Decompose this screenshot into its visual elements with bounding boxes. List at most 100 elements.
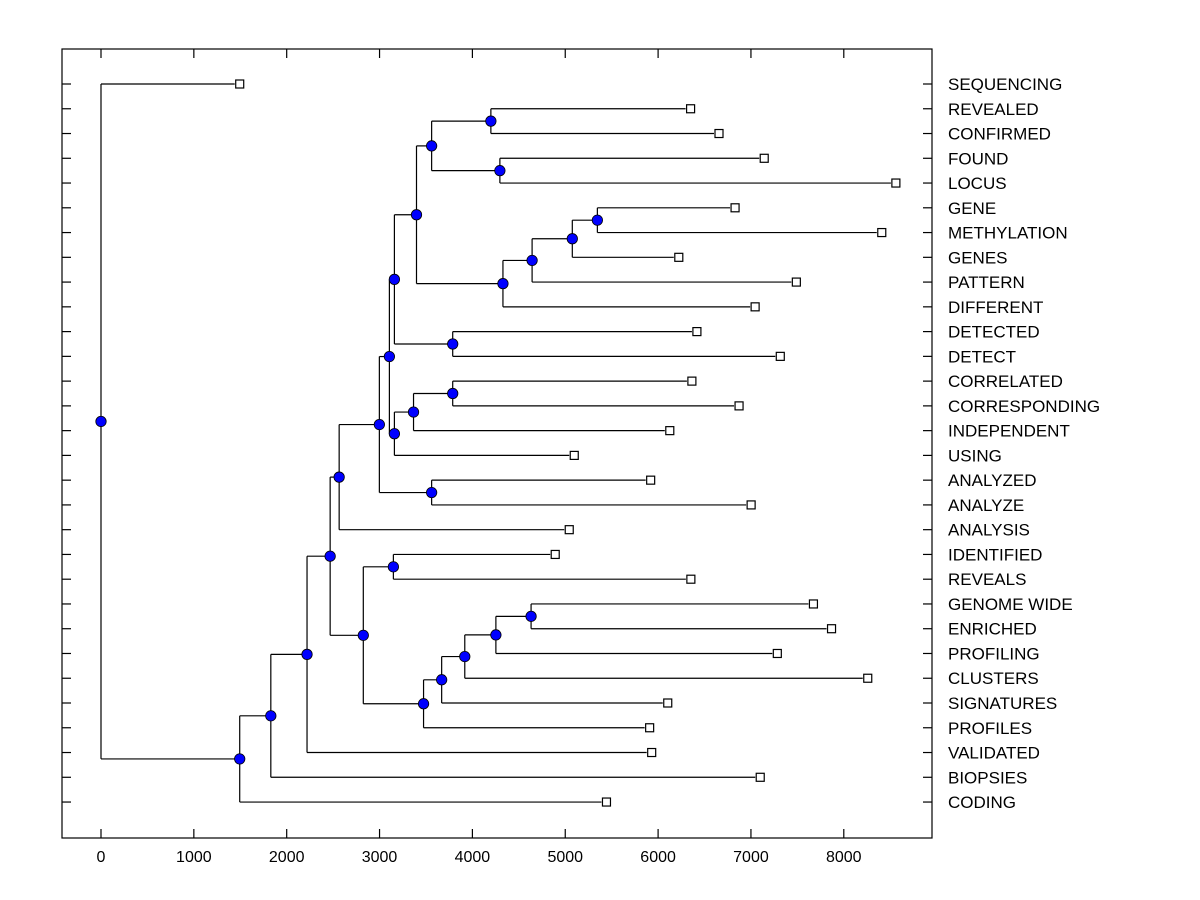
- leaf-labels: SEQUENCING REVEALED CONFIRMED FOUND LOCUS GEN…: [948, 75, 1100, 812]
- leaf-marker: [550, 549, 560, 560]
- x-tick-label: 7000: [733, 849, 769, 866]
- leaf-marker: [714, 128, 724, 139]
- leaf-marker: [665, 426, 675, 436]
- cluster-node: [333, 471, 345, 483]
- leaf-label: INDEPENDENT: [948, 422, 1070, 441]
- cluster-node: [387, 561, 399, 573]
- cluster-node: [426, 486, 438, 499]
- cluster-node: [417, 698, 430, 710]
- branches: [100, 83, 891, 803]
- leaf-marker: [775, 351, 785, 361]
- cluster-node: [436, 674, 448, 686]
- leaf-label: BIOPSIES: [948, 768, 1027, 787]
- leaf-marker: [791, 277, 801, 287]
- leaf-label: USING: [948, 446, 1002, 465]
- leaf-marker: [235, 79, 245, 89]
- leaf-label: DIFFERENT: [948, 298, 1043, 317]
- cluster-node: [485, 115, 497, 127]
- cluster-node: [566, 233, 578, 245]
- leaf-label: SEQUENCING: [948, 75, 1062, 94]
- leaf-label: ANALYZED: [948, 471, 1037, 490]
- leaf-label: ANALYSIS: [948, 521, 1030, 540]
- cluster-node: [95, 415, 107, 428]
- leaf-marker: [646, 475, 656, 485]
- leaf-marker: [772, 648, 782, 659]
- leaf-marker: [645, 723, 655, 733]
- cluster-node: [383, 350, 395, 363]
- cluster-node: [447, 387, 459, 400]
- leaf-marker: [686, 574, 696, 584]
- leaf-marker: [674, 252, 684, 262]
- leaf-marker: [734, 401, 744, 411]
- plot-border: [61, 48, 933, 839]
- leaf-label: SIGNATURES: [948, 694, 1057, 713]
- x-tick-label: 0: [97, 849, 106, 866]
- leaf-label: REVEALS: [948, 570, 1026, 589]
- leaf-label: DETECTED: [948, 323, 1040, 342]
- x-tick-label: 3000: [362, 849, 398, 866]
- leaf-label: IDENTIFIED: [948, 545, 1042, 564]
- leaf-marker: [663, 698, 673, 708]
- leaf-label: PATTERN: [948, 273, 1025, 292]
- leaf-marker: [647, 747, 657, 758]
- leaf-marker: [730, 203, 740, 213]
- leaf-marker: [877, 227, 887, 238]
- leaf-label: DETECT: [948, 347, 1016, 366]
- leaf-label: GENE: [948, 199, 996, 218]
- leaf-label: METHYLATION: [948, 224, 1068, 243]
- leaf-label: CORRESPONDING: [948, 397, 1100, 416]
- x-tick-label: 6000: [640, 849, 676, 866]
- cluster-node: [234, 753, 246, 765]
- cluster-node: [265, 710, 277, 722]
- cluster-node: [388, 273, 401, 285]
- leaf-label: GENOME WIDE: [948, 595, 1073, 614]
- cluster-node: [301, 648, 313, 660]
- leaf-marker: [826, 624, 837, 634]
- x-tick-label: 4000: [455, 849, 491, 866]
- leaf-marker: [891, 178, 901, 188]
- cluster-node: [526, 254, 538, 267]
- cluster-node: [373, 418, 385, 431]
- cluster-node: [459, 650, 471, 663]
- leaf-label: PROFILES: [948, 719, 1032, 738]
- leaf-label: ENRICHED: [948, 620, 1037, 639]
- leaf-marker: [750, 302, 760, 312]
- leaf-marker: [601, 797, 612, 807]
- leaf-label: CLUSTERS: [948, 669, 1039, 688]
- cluster-node: [494, 165, 506, 177]
- cluster-node: [591, 214, 603, 226]
- cluster-node: [490, 629, 502, 641]
- x-tick-label: 1000: [176, 849, 212, 866]
- x-tick-label: 5000: [547, 849, 583, 866]
- leaf-label: VALIDATED: [948, 744, 1040, 763]
- leaf-label: GENES: [948, 248, 1008, 267]
- row-ticks: [62, 83, 932, 803]
- leaf-marker: [808, 599, 819, 609]
- cluster-node: [447, 338, 459, 350]
- leaf-markers: [235, 79, 901, 807]
- leaf-label: PROFILING: [948, 644, 1040, 663]
- leaf-label: REVEALED: [948, 100, 1039, 119]
- cluster-node: [324, 550, 336, 562]
- cluster-node: [497, 278, 509, 290]
- leaf-label: CORRELATED: [948, 372, 1063, 391]
- leaf-label: CODING: [948, 793, 1016, 812]
- leaf-marker: [564, 525, 574, 535]
- leaf-marker: [569, 450, 579, 460]
- x-tick-label: 8000: [826, 849, 862, 866]
- cluster-node: [407, 406, 420, 418]
- leaf-marker: [687, 376, 697, 386]
- leaf-marker: [746, 500, 756, 510]
- x-tick-label: 2000: [269, 849, 305, 866]
- cluster-node: [357, 629, 369, 641]
- leaf-label: CONFIRMED: [948, 125, 1051, 144]
- cluster-node: [388, 428, 401, 440]
- cluster-node: [525, 610, 537, 622]
- leaf-label: ANALYZE: [948, 496, 1024, 515]
- leaf-label: FOUND: [948, 149, 1008, 168]
- cluster-node: [410, 209, 423, 221]
- leaf-marker: [755, 772, 765, 782]
- leaf-marker: [692, 327, 702, 337]
- x-axis: 0 1000 2000 3000 4000 5000 6000 7000 8000: [97, 49, 862, 866]
